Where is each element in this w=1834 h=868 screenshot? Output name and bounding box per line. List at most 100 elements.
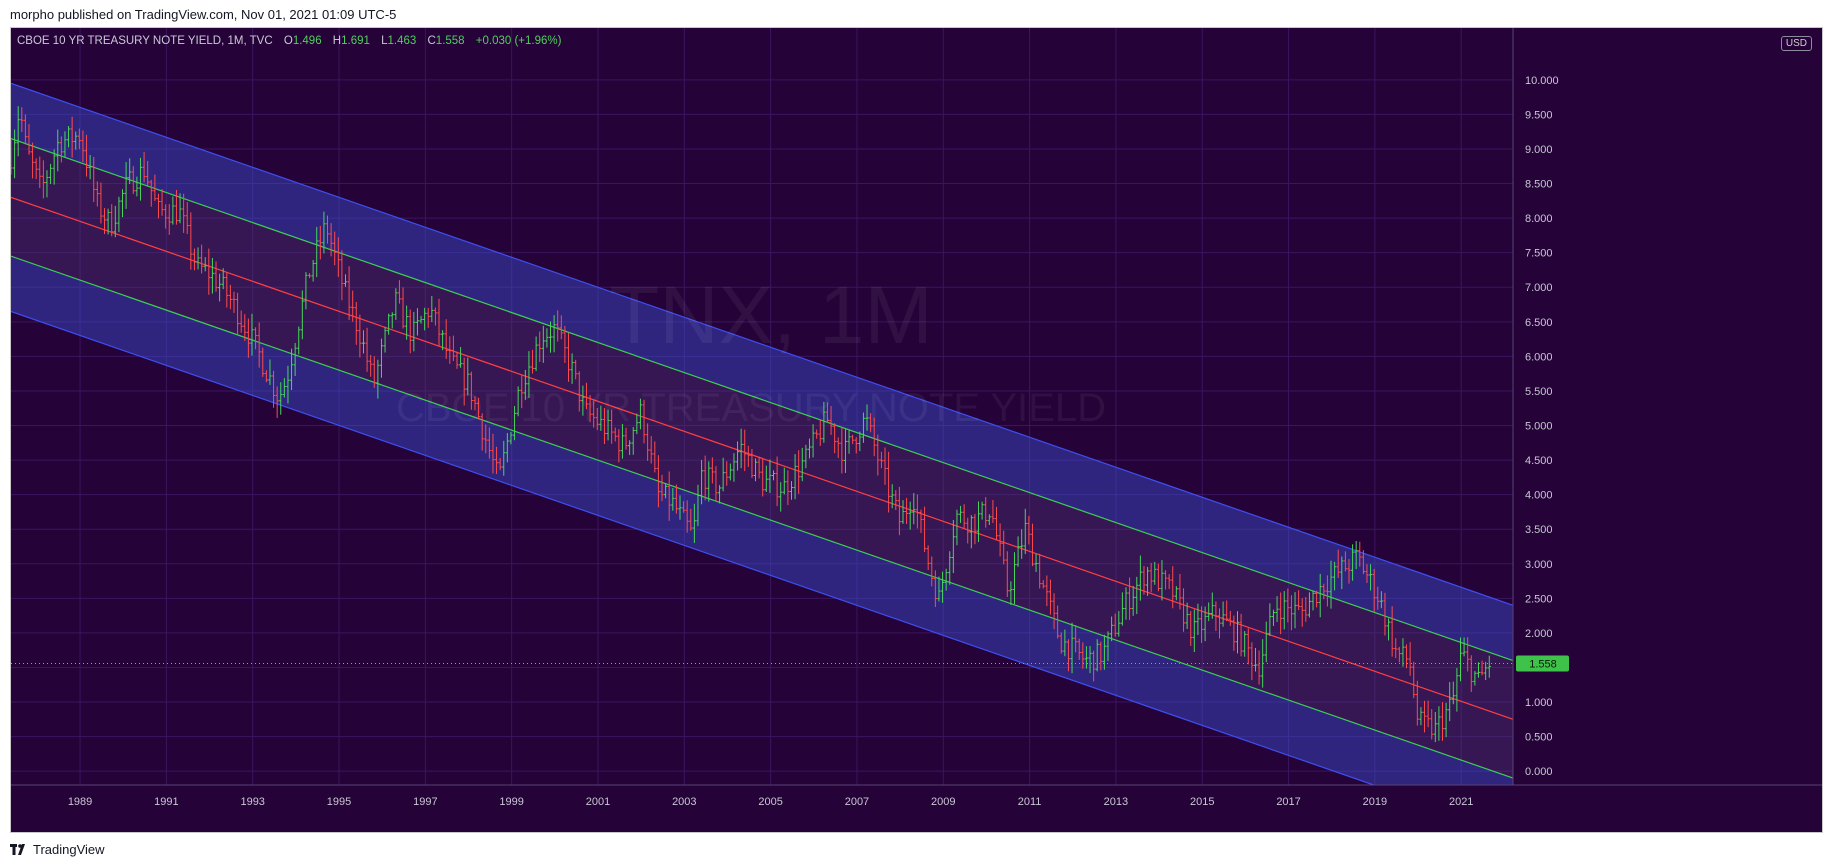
- ohlc-bar: [1300, 598, 1304, 627]
- ohlc-bar: [1289, 595, 1294, 631]
- ohlc-bar: [149, 179, 153, 207]
- ohlc-bar: [1210, 592, 1214, 619]
- ohlc-bar: [1095, 639, 1099, 672]
- ohlc-bar: [940, 571, 945, 603]
- low-value: 1.463: [387, 35, 417, 47]
- ohlc-bar: [203, 257, 207, 272]
- ohlc-bar: [998, 523, 1002, 557]
- ohlc-bar: [1261, 639, 1265, 688]
- ohlc-bar: [250, 313, 254, 356]
- ohlc-bar: [1070, 622, 1074, 674]
- ohlc-bar: [984, 497, 988, 528]
- ohlc-bar: [1419, 707, 1423, 726]
- ohlc-bar: [1023, 508, 1027, 555]
- ohlc-bar: [664, 483, 668, 499]
- ohlc-bar: [732, 453, 736, 482]
- ohlc-bar: [739, 428, 743, 469]
- ohlc-bar: [171, 196, 175, 225]
- ohlc-bar: [897, 486, 901, 536]
- ohlc-bar: [1167, 574, 1171, 589]
- ohlc-bar: [394, 288, 398, 320]
- ohlc-bar: [1056, 605, 1060, 639]
- ohlc-bar: [1138, 555, 1142, 601]
- ohlc-bar: [1106, 631, 1110, 662]
- ohlc-bar: [1408, 642, 1412, 676]
- ohlc-bar: [347, 266, 351, 321]
- ohlc-bar: [113, 205, 117, 238]
- ohlc-bar: [441, 330, 445, 351]
- ohlc-bar: [1293, 592, 1297, 629]
- ohlc-bar: [455, 351, 459, 369]
- chart-panel[interactable]: TNX, 1M CBOE 10 YR TREASURY NOTE YIELD 0…: [10, 27, 1823, 833]
- ohlc-bar: [685, 500, 689, 533]
- ohlc-bar: [268, 359, 272, 385]
- ohlc-bar: [1448, 682, 1452, 722]
- ohlc-bar: [232, 291, 236, 313]
- price-tick-label: 5.000: [1525, 421, 1553, 433]
- ohlc-bar: [1196, 603, 1200, 635]
- change-value: +0.030 (+1.96%): [475, 35, 562, 47]
- ohlc-bar: [969, 515, 973, 549]
- ohlc-bar: [275, 386, 279, 419]
- ohlc-bar: [1329, 560, 1333, 609]
- ohlc-bar: [1171, 566, 1175, 609]
- price-tick-label: 5.500: [1525, 386, 1553, 398]
- ohlc-bar: [908, 501, 912, 530]
- ohlc-bar: [1318, 573, 1322, 618]
- ohlc-bar: [1401, 638, 1405, 667]
- ohlc-bar: [728, 463, 732, 481]
- ohlc-bar: [387, 313, 391, 335]
- ohlc-bar: [1440, 702, 1445, 741]
- ohlc-bar: [1333, 561, 1337, 591]
- ohlc-bar: [829, 406, 833, 435]
- price-chart[interactable]: TNX, 1M CBOE 10 YR TREASURY NOTE YIELD 0…: [11, 28, 1822, 832]
- ohlc-bar: [361, 330, 366, 354]
- ohlc-bar: [1120, 592, 1124, 626]
- ohlc-bar: [861, 412, 866, 443]
- ohlc-bar: [235, 292, 240, 334]
- ohlc-bar: [52, 149, 56, 185]
- ohlc-bar: [1415, 680, 1419, 726]
- time-tick-label: 2007: [845, 796, 869, 808]
- ohlc-bar: [858, 431, 862, 452]
- ohlc-bar: [541, 325, 545, 363]
- price-axis-bg: [1513, 28, 1822, 832]
- channel-inner-lower-line: [11, 255, 1514, 779]
- ohlc-bar: [48, 163, 53, 185]
- ohlc-bar: [1433, 711, 1437, 743]
- time-tick-label: 2011: [1018, 796, 1042, 808]
- ohlc-bar: [63, 131, 67, 157]
- currency-button[interactable]: USD: [1780, 36, 1812, 51]
- ohlc-bar: [1379, 591, 1383, 609]
- ohlc-bar: [376, 359, 380, 399]
- ohlc-bar: [1484, 661, 1488, 681]
- ohlc-bar: [1365, 564, 1369, 583]
- ohlc-bar: [1297, 590, 1301, 611]
- ohlc-bar: [530, 349, 535, 374]
- ohlc-bar: [311, 259, 315, 282]
- price-tick-label: 4.000: [1525, 490, 1553, 502]
- ohlc-bar: [638, 398, 643, 430]
- ohlc-bar: [426, 307, 430, 328]
- price-tick-label: 9.000: [1525, 144, 1553, 156]
- ohlc-bar: [117, 196, 121, 233]
- ohlc-bar: [735, 441, 740, 471]
- ohlc-bar: [987, 514, 991, 526]
- ohlc-bar: [883, 447, 887, 485]
- ohlc-bar: [1030, 523, 1035, 567]
- ohlc-bar: [433, 307, 438, 326]
- symbol-name[interactable]: CBOE 10 YR TREASURY NOTE YIELD, 1M, TVC: [17, 35, 273, 47]
- ohlc-bar: [279, 382, 283, 415]
- ohlc-bar: [775, 456, 779, 507]
- ohlc-bar: [1257, 650, 1261, 685]
- ohlc-bar: [476, 397, 481, 420]
- price-tick-label: 10.000: [1525, 75, 1559, 87]
- ohlc-bar: [602, 408, 607, 444]
- ohlc-bar: [1099, 641, 1103, 671]
- ohlc-bar: [1059, 632, 1063, 654]
- ohlc-bar: [282, 378, 286, 398]
- ohlc-bar: [16, 106, 20, 157]
- ohlc-bar: [789, 481, 794, 500]
- ohlc-bar: [1012, 552, 1017, 604]
- ohlc-bar: [336, 237, 340, 277]
